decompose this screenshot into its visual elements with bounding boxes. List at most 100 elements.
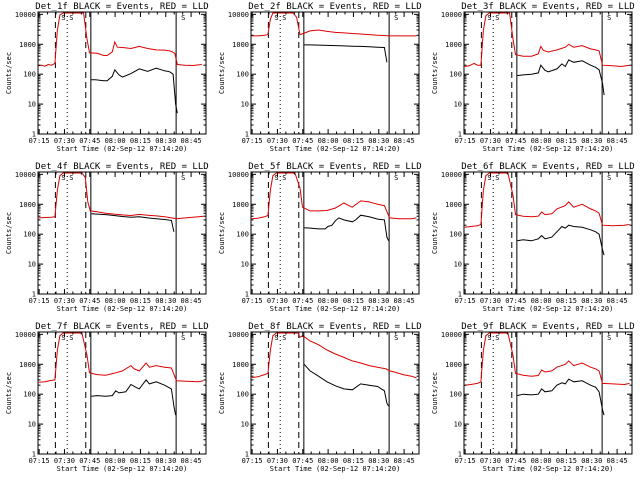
x-tick-label: 07:30 [54, 297, 75, 305]
saturation-marker: S [181, 174, 185, 182]
plot-frame [250, 11, 420, 135]
x-tick-label: 08:30 [581, 297, 602, 305]
x-tick-label: 08:30 [155, 137, 176, 145]
y-tick-label: 10000 [228, 11, 249, 19]
x-tick-label: 07:15 [29, 297, 50, 305]
y-tick-label: 1000 [232, 361, 249, 369]
x-tick-label: 08:00 [531, 137, 552, 145]
x-tick-label: 08:15 [130, 457, 151, 465]
saturation-marker: S [282, 14, 286, 22]
y-tick-label: 10000 [441, 331, 462, 339]
x-tick-label: 07:45 [505, 137, 526, 145]
y-tick-label: 10000 [228, 171, 249, 179]
y-tick-label: 1 [32, 131, 36, 139]
y-tick-label: 1 [245, 291, 249, 299]
y-tick-label: 10 [454, 101, 462, 109]
plot-frame [463, 331, 633, 455]
x-tick-label: 08:30 [368, 457, 389, 465]
saturation-marker: S [61, 174, 65, 182]
panel-title: Det_2f BLACK = Events, RED = LLD [248, 2, 421, 12]
series-lld-line [38, 12, 202, 67]
x-tick-label: 08:15 [343, 137, 364, 145]
series-events-line [304, 44, 388, 63]
y-tick-label: 100 [449, 231, 462, 239]
x-tick-label: 08:45 [607, 137, 628, 145]
y-tick-label: 1000 [445, 361, 462, 369]
y-tick-label: 100 [23, 71, 36, 79]
panel-title: Det_6f BLACK = Events, RED = LLD [461, 162, 634, 172]
x-axis-label: Start Time (02-Sep-12 07:14:20) [483, 305, 614, 313]
saturation-marker: S [495, 14, 499, 22]
x-tick-label: 08:00 [105, 137, 126, 145]
x-tick-label: 08:45 [181, 137, 202, 145]
series-events-line [91, 213, 175, 232]
y-tick-label: 1 [245, 451, 249, 459]
plot-frame [463, 171, 633, 295]
x-tick-label: 07:30 [54, 457, 75, 465]
y-tick-label: 1000 [232, 201, 249, 209]
y-tick-label: 10000 [15, 11, 36, 19]
x-tick-label: 07:30 [480, 137, 501, 145]
saturation-marker: S [394, 334, 398, 342]
x-tick-label: 08:15 [343, 457, 364, 465]
x-tick-label: 08:30 [155, 457, 176, 465]
x-tick-label: 07:15 [455, 297, 476, 305]
series-lld-line [464, 12, 630, 68]
y-tick-label: 100 [236, 231, 249, 239]
x-tick-label: 08:15 [556, 457, 577, 465]
x-tick-label: 07:15 [455, 457, 476, 465]
plot-frame [463, 11, 633, 135]
y-tick-label: 10 [241, 261, 249, 269]
saturation-marker: S [69, 14, 73, 22]
x-axis-label: Start Time (02-Sep-12 07:14:20) [57, 465, 188, 473]
x-tick-label: 08:30 [368, 137, 389, 145]
y-tick-label: 10 [241, 421, 249, 429]
y-tick-label: 1000 [445, 201, 462, 209]
saturation-marker: S [282, 334, 286, 342]
y-tick-label: 1000 [445, 41, 462, 49]
x-tick-label: 07:30 [480, 297, 501, 305]
saturation-marker: S [607, 334, 611, 342]
x-tick-label: 08:00 [318, 297, 339, 305]
series-lld-line [464, 332, 630, 386]
saturation-marker: S [487, 334, 491, 342]
x-tick-label: 08:45 [607, 297, 628, 305]
y-tick-label: 10000 [441, 11, 462, 19]
x-tick-label: 08:45 [607, 457, 628, 465]
panel-title: Det_8f BLACK = Events, RED = LLD [248, 322, 421, 332]
panel-title: Det_5f BLACK = Events, RED = LLD [248, 162, 421, 172]
plot-frame [250, 331, 420, 455]
series-events-line [303, 363, 390, 407]
plot-frame [37, 171, 207, 295]
y-tick-label: 1000 [232, 41, 249, 49]
y-tick-label: 1000 [19, 201, 36, 209]
plot-frame [37, 331, 207, 455]
y-tick-label: 100 [449, 71, 462, 79]
saturation-marker: S [394, 14, 398, 22]
x-tick-label: 08:30 [581, 137, 602, 145]
x-tick-label: 08:00 [105, 297, 126, 305]
y-tick-label: 1 [245, 131, 249, 139]
saturation-marker: S [495, 174, 499, 182]
y-axis-label: Counts/sec [431, 212, 439, 254]
x-tick-label: 08:15 [556, 137, 577, 145]
y-tick-label: 100 [236, 71, 249, 79]
y-tick-label: 1000 [19, 361, 36, 369]
x-tick-label: 07:45 [292, 297, 313, 305]
y-tick-label: 1000 [19, 41, 36, 49]
saturation-marker: S [487, 14, 491, 22]
x-tick-label: 07:15 [29, 457, 50, 465]
y-axis-label: Counts/sec [218, 52, 226, 94]
y-tick-label: 10 [454, 261, 462, 269]
saturation-marker: S [61, 334, 65, 342]
y-tick-label: 10 [28, 101, 36, 109]
y-tick-label: 1 [32, 451, 36, 459]
series-lld-line [251, 172, 417, 220]
x-tick-label: 07:30 [54, 137, 75, 145]
x-tick-label: 07:15 [242, 137, 263, 145]
